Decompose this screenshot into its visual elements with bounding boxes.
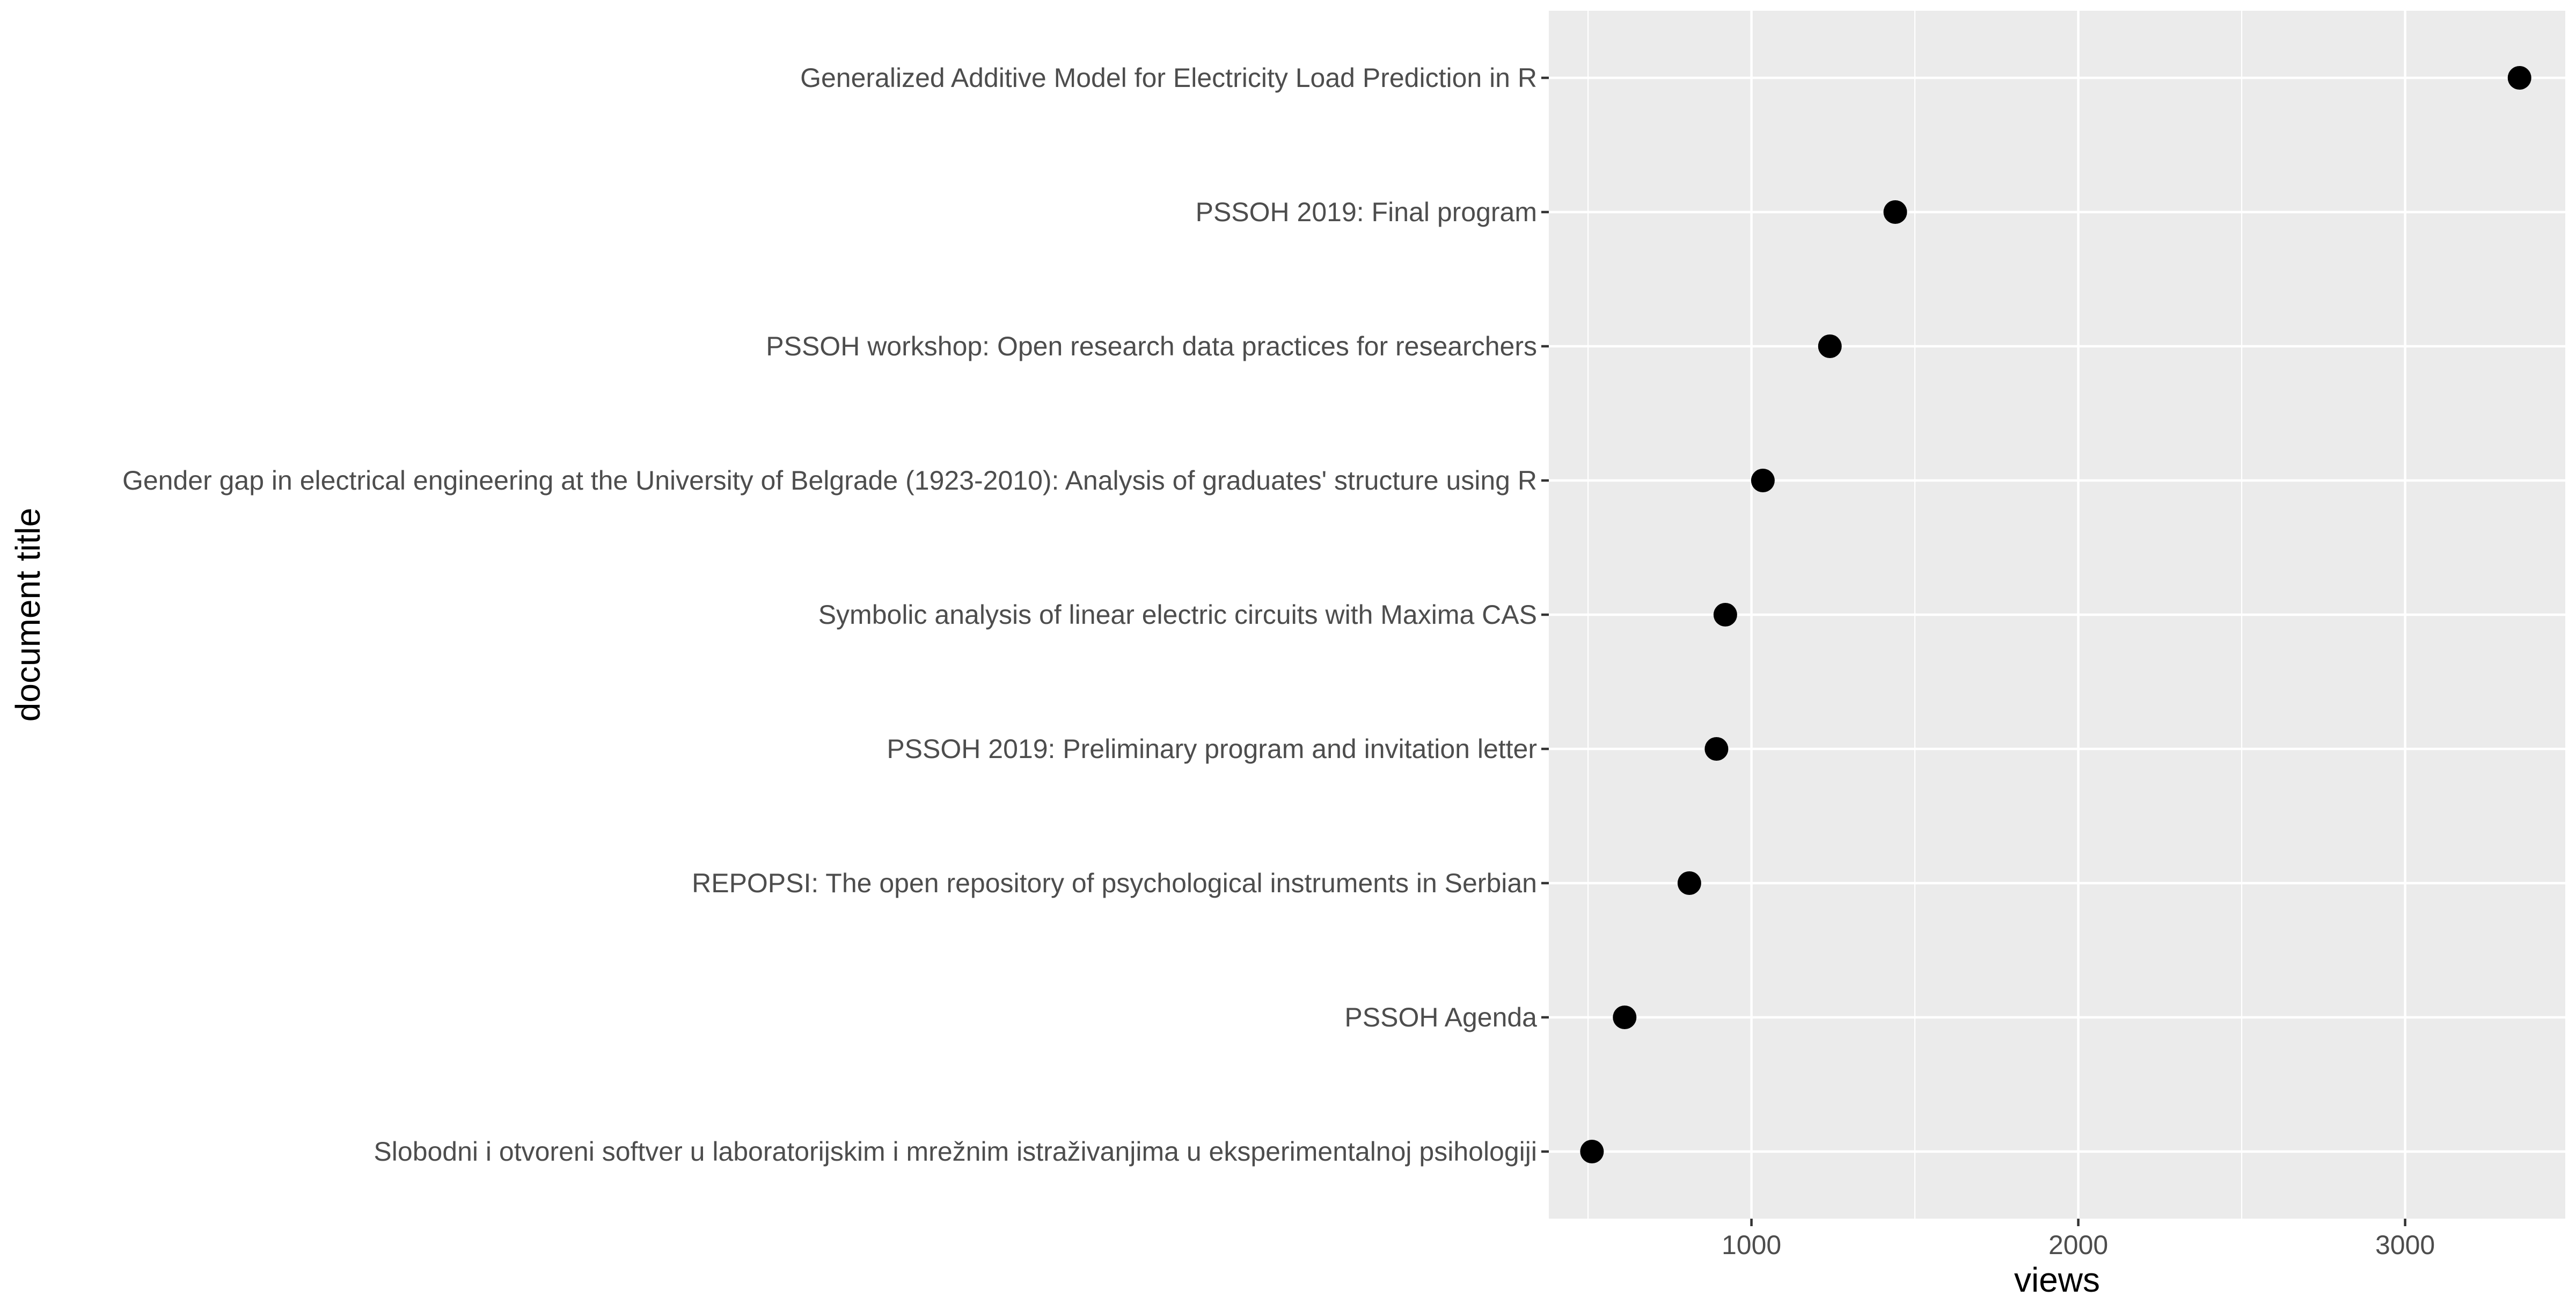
y-tick-label: Symbolic analysis of linear electric cir… (818, 600, 1537, 630)
y-tick-label: PSSOH workshop: Open research data pract… (766, 331, 1537, 361)
y-tick-label: PSSOH Agenda (1344, 1002, 1537, 1032)
y-axis-ticks (1541, 76, 1549, 1153)
data-point (2507, 66, 2531, 90)
y-axis-title: document title (9, 508, 47, 722)
data-point (1580, 1140, 1604, 1163)
data-point (1713, 603, 1737, 627)
data-point (1818, 334, 1842, 358)
x-tick-label: 3000 (2375, 1230, 2435, 1260)
x-axis-labels: 1000 2000 3000 (1722, 1230, 2435, 1260)
y-tick-label: REPOPSI: The open repository of psycholo… (692, 868, 1537, 898)
x-tick-label: 2000 (2048, 1230, 2108, 1260)
y-axis-labels: Generalized Additive Model for Electrici… (122, 63, 1537, 1167)
y-tick-label: Generalized Additive Model for Electrici… (800, 63, 1537, 93)
x-axis-title: views (2014, 1261, 2100, 1299)
y-tick-label: Slobodni i otvoreni softver u laboratori… (374, 1137, 1537, 1167)
data-point (1677, 871, 1701, 895)
data-point (1613, 1006, 1637, 1029)
data-point (1704, 737, 1729, 761)
x-axis-ticks (1750, 1219, 2406, 1226)
x-tick-label: 1000 (1722, 1230, 1781, 1260)
data-points (1580, 66, 2531, 1163)
major-gridlines (1549, 11, 2565, 1219)
data-point (1883, 200, 1907, 224)
data-point (1751, 469, 1775, 492)
y-tick-label: PSSOH 2019: Final program (1196, 197, 1537, 227)
y-tick-label: Gender gap in electrical engineering at … (122, 465, 1537, 496)
y-tick-label: PSSOH 2019: Preliminary program and invi… (887, 734, 1537, 764)
